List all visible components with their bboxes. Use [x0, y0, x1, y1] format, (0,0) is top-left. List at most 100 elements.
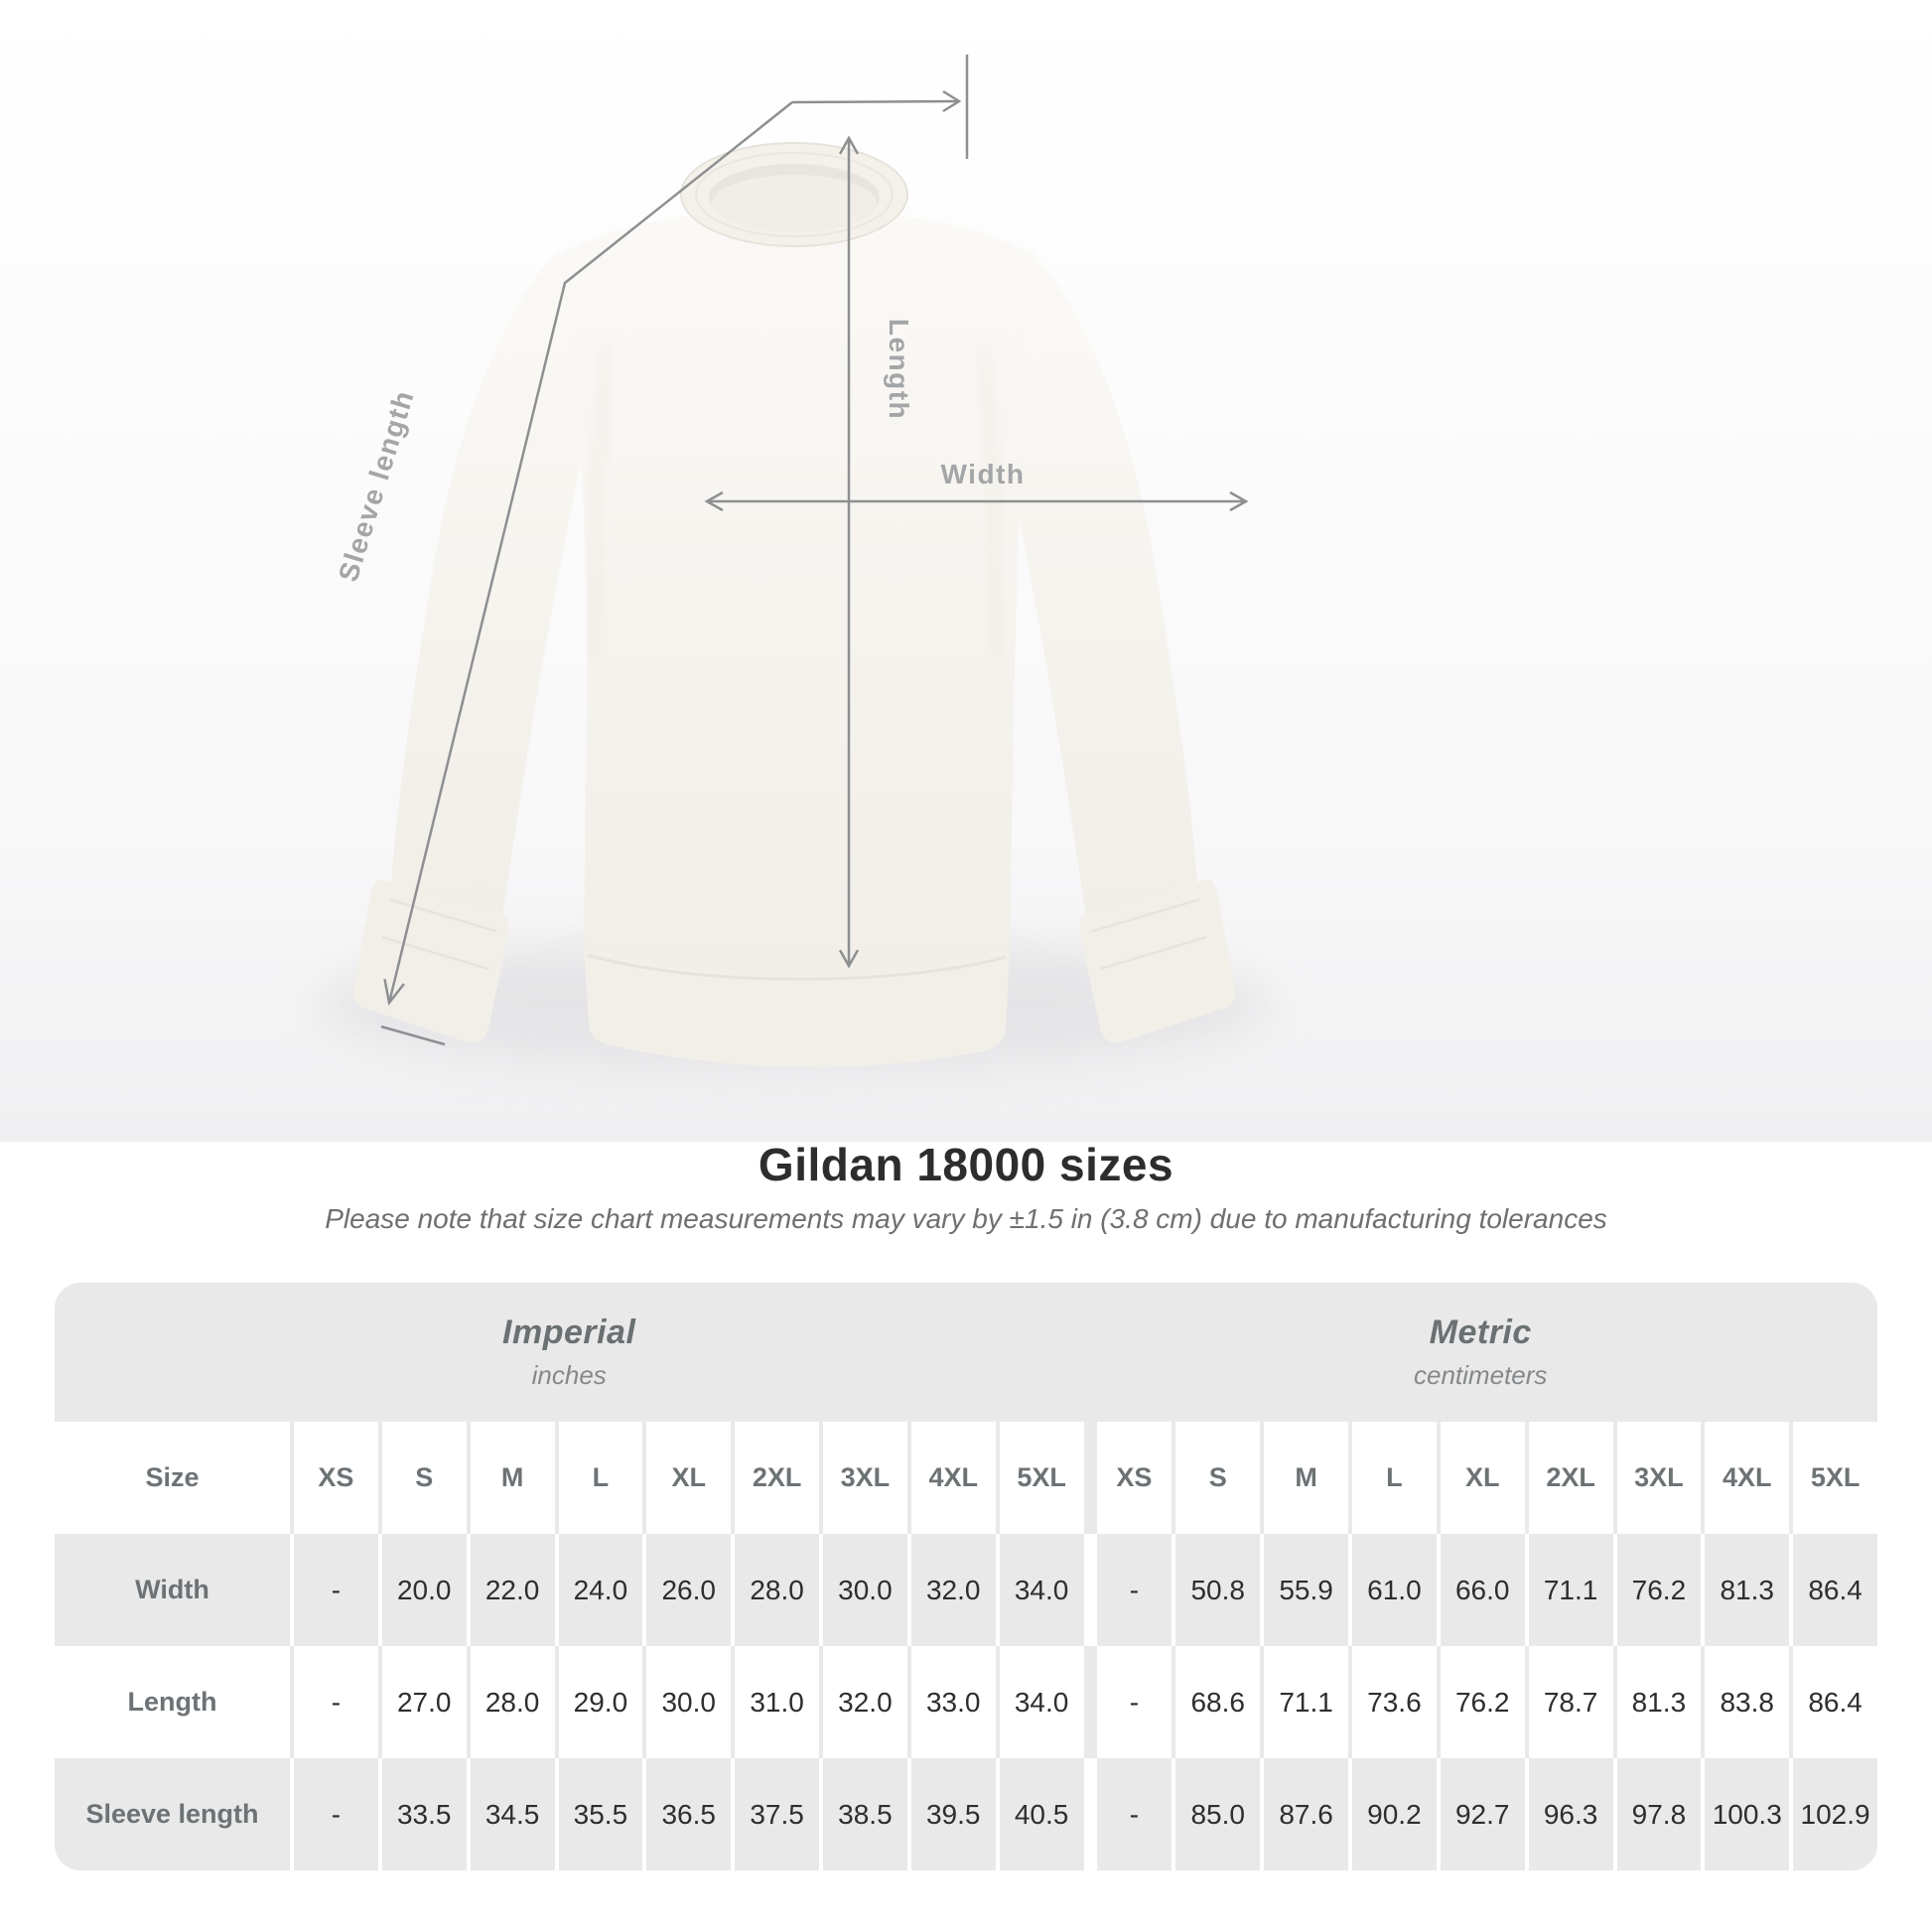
unit-header-band: Imperial inches Metric centimeters [55, 1283, 1877, 1422]
value-cell: 32.0 [906, 1534, 996, 1646]
size-header-cell: XL [1436, 1422, 1525, 1534]
size-header-cell: 4XL [1701, 1422, 1790, 1534]
value-cell: 85.0 [1172, 1758, 1261, 1870]
value-cell: 34.0 [995, 1534, 1084, 1646]
size-header-cell: M [1260, 1422, 1348, 1534]
value-cell: 66.0 [1436, 1534, 1525, 1646]
metric-unit: centimeters [1414, 1360, 1548, 1390]
size-table: Imperial inches Metric centimeters Size … [55, 1283, 1877, 1870]
size-header-cell: 5XL [995, 1422, 1084, 1534]
value-cell: 40.5 [995, 1758, 1084, 1870]
imperial-header: Imperial inches [55, 1283, 1083, 1422]
size-header-cell: 4XL [906, 1422, 996, 1534]
width-label: Width [941, 459, 1026, 489]
size-column-header: Size [55, 1422, 290, 1534]
size-header-cell: L [554, 1422, 643, 1534]
value-cell: 34.5 [466, 1758, 555, 1870]
size-header-cell: 5XL [1789, 1422, 1877, 1534]
value-cell: 32.0 [819, 1646, 907, 1758]
value-cell: 102.9 [1789, 1758, 1877, 1870]
value-cell: - [1083, 1758, 1173, 1870]
width-arrow-right-icon [1229, 490, 1249, 512]
value-cell: 50.8 [1172, 1534, 1261, 1646]
value-cell: - [290, 1758, 378, 1870]
value-cell: 33.0 [906, 1646, 996, 1758]
value-cell: 90.2 [1348, 1758, 1437, 1870]
tolerance-note: Please note that size chart measurements… [325, 1203, 1607, 1234]
value-cell: 97.8 [1612, 1758, 1702, 1870]
value-cell: 81.3 [1612, 1646, 1702, 1758]
value-cell: 76.2 [1436, 1646, 1525, 1758]
collar [680, 142, 908, 247]
value-cell: 86.4 [1789, 1534, 1877, 1646]
sweatshirt-body [561, 210, 1028, 1067]
width-arrow-left-icon [704, 490, 724, 512]
measurement-lines [380, 55, 1249, 1046]
value-cell: 36.5 [642, 1758, 732, 1870]
value-cell: - [1083, 1646, 1173, 1758]
value-cell: 27.0 [377, 1646, 467, 1758]
value-cell: 78.7 [1524, 1646, 1613, 1758]
value-cell: 81.3 [1701, 1534, 1790, 1646]
value-cell: 26.0 [642, 1534, 732, 1646]
value-cell: 22.0 [466, 1534, 555, 1646]
value-cell: - [290, 1646, 378, 1758]
product-photo: Length Width Sleeve length [0, 0, 1932, 1142]
size-header-cell: 2XL [731, 1422, 819, 1534]
size-header-cell: 2XL [1524, 1422, 1613, 1534]
value-cell: 31.0 [731, 1646, 819, 1758]
value-cell: 38.5 [819, 1758, 907, 1870]
value-cell: 20.0 [377, 1534, 467, 1646]
row-label: Length [55, 1646, 290, 1758]
sleeve-measure-top-line [791, 99, 960, 104]
sleeve-arrow-right-icon [942, 89, 962, 113]
metric-title: Metric [1429, 1313, 1532, 1351]
sweatshirt-diagram: Length Width Sleeve length [0, 0, 1932, 1142]
row-label: Sleeve length [55, 1758, 290, 1870]
value-cell: - [290, 1534, 378, 1646]
value-cell: 86.4 [1789, 1646, 1877, 1758]
value-cell: 35.5 [554, 1758, 643, 1870]
value-cell: 29.0 [554, 1646, 643, 1758]
value-cell: 28.0 [731, 1534, 819, 1646]
page-title: Gildan 18000 sizes [758, 1139, 1174, 1190]
size-header-cell: XS [1083, 1422, 1173, 1534]
metric-header: Metric centimeters [1083, 1283, 1877, 1422]
value-cell: 30.0 [642, 1646, 732, 1758]
value-cell: 33.5 [377, 1758, 467, 1870]
size-header-cell: XS [290, 1422, 378, 1534]
size-header-cell: L [1348, 1422, 1437, 1534]
value-cell: 28.0 [466, 1646, 555, 1758]
value-cell: 30.0 [819, 1534, 907, 1646]
sleeve-arrow-bottom-icon [383, 978, 405, 1006]
value-cell: 100.3 [1701, 1758, 1790, 1870]
size-header-cell: XL [642, 1422, 732, 1534]
value-cell: 73.6 [1348, 1646, 1437, 1758]
right-sleeve [971, 250, 1236, 1043]
value-cell: 39.5 [906, 1758, 996, 1870]
imperial-unit: inches [531, 1360, 607, 1390]
value-cell: 96.3 [1524, 1758, 1613, 1870]
value-cell: 83.8 [1701, 1646, 1790, 1758]
value-cell: 37.5 [731, 1758, 819, 1870]
left-sleeve [352, 250, 618, 1043]
value-cell: - [1083, 1534, 1173, 1646]
value-cell: 71.1 [1260, 1646, 1348, 1758]
row-label: Width [55, 1534, 290, 1646]
size-header-cell: S [1172, 1422, 1261, 1534]
value-cell: 68.6 [1172, 1646, 1261, 1758]
value-cell: 76.2 [1612, 1534, 1702, 1646]
value-cell: 71.1 [1524, 1534, 1613, 1646]
imperial-title: Imperial [502, 1313, 636, 1351]
sleeve-measure-diagonal-line [387, 101, 793, 1004]
value-cell: 24.0 [554, 1534, 643, 1646]
value-cell: 61.0 [1348, 1534, 1437, 1646]
value-cell: 92.7 [1436, 1758, 1525, 1870]
sleeve-end-tick-bottom [380, 1025, 446, 1046]
size-header-cell: 3XL [1612, 1422, 1702, 1534]
value-cell: 87.6 [1260, 1758, 1348, 1870]
size-header-cell: M [466, 1422, 555, 1534]
size-header-cell: 3XL [819, 1422, 907, 1534]
value-cell: 34.0 [995, 1646, 1084, 1758]
size-header-cell: S [377, 1422, 467, 1534]
